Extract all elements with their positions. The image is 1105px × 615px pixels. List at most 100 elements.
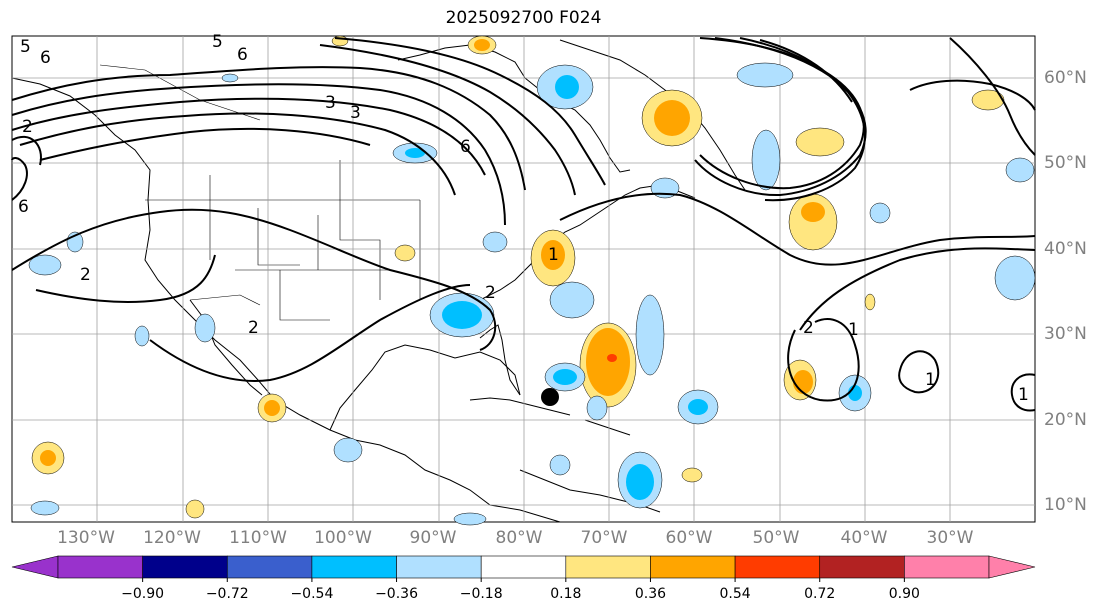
negative-anomaly — [549, 454, 571, 476]
negative-anomaly — [736, 62, 794, 88]
positive-anomaly — [474, 39, 490, 51]
svg-text:1: 1 — [925, 370, 936, 390]
svg-text:1: 1 — [1018, 385, 1029, 405]
lon-label: 130°W — [57, 528, 115, 548]
colorbar-segment — [57, 555, 143, 579]
contour-label-glyphs: 5 6 3 3 6 1 2 2 2 1 1 1 2 5 6 6 2 — [18, 32, 1029, 405]
svg-text:6: 6 — [18, 197, 29, 217]
colorbar-segment — [311, 555, 397, 579]
lon-label: 50°W — [752, 528, 800, 548]
negative-anomaly — [555, 75, 579, 99]
colorbar-tick-label: −0.90 — [121, 586, 165, 602]
colorbar-over-extension — [988, 555, 1036, 579]
lat-label: 50°N — [1044, 153, 1087, 173]
positive-anomaly — [586, 328, 630, 396]
colorbar-tick-label: −0.36 — [375, 586, 418, 602]
lat-label: 20°N — [1044, 410, 1087, 430]
positive-anomaly — [793, 370, 813, 394]
negative-anomaly — [333, 437, 363, 463]
positive-anomaly — [681, 467, 703, 483]
positive-anomaly — [795, 127, 845, 157]
svg-text:1: 1 — [548, 245, 559, 265]
lat-label: 10°N — [1044, 495, 1087, 515]
positive-anomaly — [801, 202, 825, 222]
lon-label: 110°W — [229, 528, 287, 548]
colorbar-tick-label: 0.54 — [719, 586, 751, 602]
colorbar-segment — [734, 555, 821, 579]
colorbar-tick-label: 0.72 — [804, 586, 836, 602]
negative-anomaly — [28, 254, 62, 276]
svg-text:2: 2 — [803, 318, 814, 338]
svg-text:1: 1 — [848, 320, 859, 340]
positive-anomaly — [185, 499, 205, 519]
map-title: 2025092700 F024 — [445, 8, 602, 28]
colorbar-tick-label: −0.54 — [290, 586, 334, 602]
negative-anomaly — [635, 294, 665, 376]
lon-label: 30°W — [926, 528, 974, 548]
negative-anomaly — [553, 369, 577, 385]
positive-anomaly — [541, 240, 565, 270]
negative-anomaly — [134, 325, 150, 347]
anomaly-fills — [28, 35, 1036, 526]
lon-label: 40°W — [840, 528, 888, 548]
svg-text:3: 3 — [325, 93, 336, 113]
political-boundaries — [99, 64, 421, 321]
lon-label: 60°W — [665, 528, 713, 548]
negative-anomaly — [1005, 157, 1035, 183]
colorbar-segment — [650, 555, 736, 579]
positive-anomaly — [40, 450, 56, 466]
negative-anomaly — [751, 129, 781, 191]
colorbar-segment — [142, 555, 228, 579]
svg-text:2: 2 — [80, 265, 91, 285]
svg-text:3: 3 — [350, 103, 361, 123]
svg-text:2: 2 — [248, 318, 259, 338]
storm-center-marker — [541, 388, 559, 406]
positive-anomaly — [264, 400, 280, 416]
svg-text:6: 6 — [237, 45, 248, 65]
svg-text:2: 2 — [485, 283, 496, 303]
colorbar-under-extension — [11, 555, 59, 579]
negative-anomaly — [194, 313, 216, 343]
colorbar-segment — [396, 555, 482, 579]
positive-anomaly — [864, 293, 876, 311]
lat-label: 30°N — [1044, 324, 1087, 344]
negative-anomaly — [688, 399, 708, 415]
negative-anomaly — [453, 512, 487, 526]
colorbar-tick-label: 0.90 — [888, 586, 920, 602]
negative-anomaly — [586, 395, 608, 421]
svg-text:5: 5 — [212, 32, 223, 52]
lon-label: 90°W — [409, 528, 457, 548]
colorbar-tick-label: −0.72 — [205, 586, 249, 602]
negative-anomaly — [221, 73, 239, 83]
map-frame — [11, 35, 1036, 523]
colorbar-ticks — [142, 578, 905, 582]
lon-label: 80°W — [495, 528, 543, 548]
negative-anomaly — [30, 500, 60, 516]
lat-label: 60°N — [1044, 68, 1087, 88]
lat-label: 40°N — [1044, 239, 1087, 259]
negative-anomaly — [869, 202, 891, 224]
colorbar-tick-label: 0.36 — [634, 586, 667, 602]
svg-text:6: 6 — [40, 48, 51, 68]
colorbar-segment — [904, 555, 990, 579]
svg-text:6: 6 — [460, 137, 471, 157]
positive-anomaly — [654, 100, 690, 136]
negative-anomaly — [405, 148, 425, 158]
negative-anomaly — [482, 231, 508, 253]
positive-anomaly — [971, 89, 1005, 111]
svg-text:2: 2 — [22, 117, 33, 137]
lon-label: 70°W — [580, 528, 628, 548]
lon-label: 100°W — [314, 528, 372, 548]
negative-anomaly — [549, 281, 595, 319]
colorbar-segment — [226, 555, 313, 579]
colorbar-segment — [480, 555, 567, 579]
negative-anomaly — [626, 464, 654, 500]
colorbar-tick-label: 0.18 — [550, 586, 582, 602]
negative-anomaly — [442, 301, 482, 329]
lon-label: 120°W — [143, 528, 201, 548]
negative-anomaly — [994, 255, 1036, 301]
colorbar-segment — [819, 555, 905, 579]
svg-text:5: 5 — [20, 37, 31, 57]
colorbar-segment — [565, 555, 651, 579]
